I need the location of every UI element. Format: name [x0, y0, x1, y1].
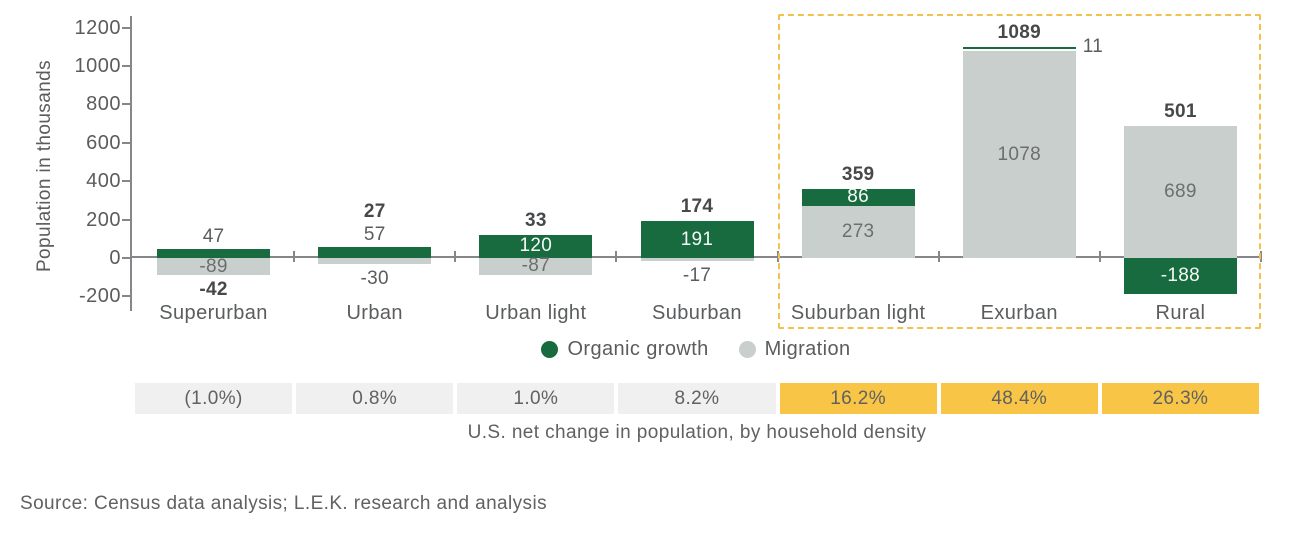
organic-bar-urban-light: [479, 234, 593, 258]
source-note: Source: Census data analysis; L.E.K. res…: [20, 493, 547, 514]
total-label-suburban-light: 359: [841, 164, 875, 186]
pct-cell-suburban-light: 16.2%: [779, 383, 937, 414]
migration-value-label-suburban: -17: [682, 265, 712, 287]
x-tick-mark: [293, 251, 296, 262]
migration-value-label-urban: -30: [360, 267, 389, 289]
y-tick-label: 400: [86, 170, 121, 193]
organic-value-label-urban: 57: [363, 224, 386, 246]
total-label-exurban: 1089: [997, 21, 1042, 43]
y-tick-label: 1000: [74, 55, 121, 77]
y-axis-line: [130, 16, 132, 311]
highlight-box: [777, 14, 1261, 329]
x-tick-mark: [454, 251, 457, 262]
legend-swatch-icon: [738, 341, 756, 358]
organic-value-label-urban-light: 120: [519, 235, 553, 257]
total-label-suburban: 174: [680, 196, 714, 218]
x-tick-mark: [937, 251, 940, 262]
legend-item-organic-growth: Organic growth: [541, 338, 708, 361]
migration-bar-exurban: [962, 51, 1076, 258]
category-label-suburban-light: Suburban light: [790, 302, 926, 324]
migration-bar-urban-light: [479, 258, 593, 275]
y-tick-label: 600: [86, 131, 121, 154]
organic-bar-suburban: [640, 221, 754, 258]
y-tick-label: -200: [78, 285, 121, 308]
organic-bar-urban: [318, 247, 432, 258]
total-label-urban: 27: [363, 201, 386, 223]
y-tick-label: 200: [86, 208, 121, 231]
pct-cell-suburban: 8.2%: [618, 383, 776, 414]
legend-label: Migration: [764, 338, 851, 360]
migration-bar-suburban: [640, 258, 754, 262]
y-axis-title: Population in thousands: [34, 59, 55, 273]
migration-value-label-urban-light: -87: [521, 255, 551, 277]
total-label-urban-light: 33: [524, 209, 547, 231]
x-tick-mark: [615, 251, 618, 262]
y-tick-label: 800: [86, 93, 121, 116]
legend-label: Organic growth: [567, 338, 709, 360]
organic-value-label-suburban: 191: [680, 228, 714, 250]
pct-cell-rural: 26.3%: [1101, 383, 1259, 414]
y-tick-mark: [122, 65, 131, 67]
category-label-urban: Urban: [346, 302, 403, 324]
pct-cell-exurban: 48.4%: [940, 383, 1098, 414]
category-label-exurban: Exurban: [980, 302, 1058, 324]
migration-bar-rural: [1123, 125, 1237, 258]
organic-value-label-superurban: 47: [202, 225, 225, 247]
y-tick-mark: [122, 26, 131, 29]
organic-bar-exurban: [962, 46, 1076, 50]
legend: Organic growth Migration: [131, 338, 1261, 361]
total-label-superurban: -42: [199, 279, 228, 301]
category-label-superurban: Superurban: [159, 302, 268, 324]
legend-swatch-icon: [541, 341, 559, 358]
category-label-suburban: Suburban: [652, 302, 742, 324]
migration-value-label-rural: 689: [1164, 180, 1197, 202]
migration-bar-superurban: [157, 258, 271, 276]
y-tick-mark: [122, 103, 131, 106]
organic-value-label-suburban-light: 86: [847, 186, 869, 208]
y-tick-label: 0: [109, 247, 121, 269]
migration-value-label-exurban: 1078: [997, 143, 1042, 165]
x-tick-mark: [1260, 251, 1262, 262]
organic-bar-suburban-light: [801, 189, 915, 206]
legend-item-migration: Migration: [738, 338, 851, 361]
organic-bar-rural: [1123, 258, 1237, 295]
category-label-urban-light: Urban light: [485, 302, 587, 324]
y-tick-mark: [122, 257, 131, 259]
y-tick-mark: [122, 218, 131, 221]
pct-cell-superurban: (1.0%): [135, 383, 293, 414]
pct-cell-urban-light: 1.0%: [457, 383, 615, 414]
migration-value-label-superurban: -89: [199, 255, 228, 277]
migration-bar-urban: [318, 258, 432, 264]
organic-value-label-exurban: 11: [1082, 36, 1104, 58]
migration-value-label-suburban-light: 273: [841, 220, 875, 242]
y-tick-mark: [122, 141, 131, 144]
organic-bar-superurban: [157, 248, 271, 258]
category-label-rural: Rural: [1155, 302, 1206, 324]
organic-value-label-rural: -188: [1160, 265, 1201, 287]
y-tick-mark: [122, 295, 131, 298]
y-tick-mark: [122, 180, 131, 183]
migration-bar-suburban-light: [801, 205, 915, 258]
pct-cell-urban: 0.8%: [296, 383, 454, 414]
x-tick-mark: [1098, 251, 1101, 262]
y-tick-label: 1200: [74, 16, 121, 39]
total-label-rural: 501: [1164, 100, 1197, 122]
x-axis-title: U.S. net change in population, by househ…: [467, 422, 927, 443]
